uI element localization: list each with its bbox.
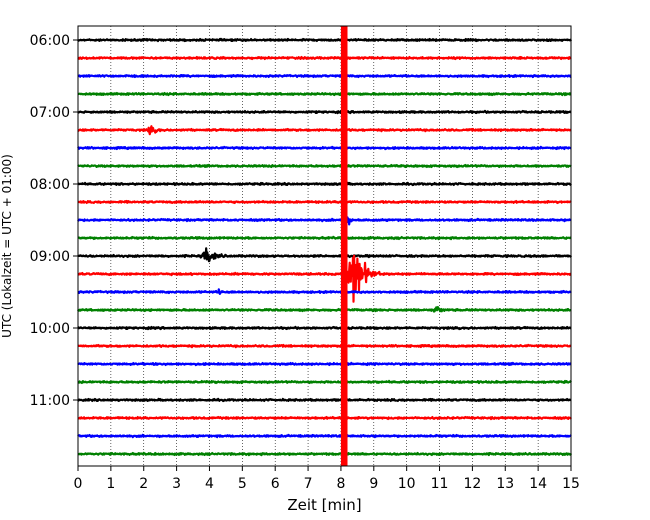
y-tick-label: 08:00 <box>30 177 70 193</box>
x-tick-label: 12 <box>463 476 481 492</box>
seismic-trace-1045 <box>77 379 572 385</box>
seismic-trace-0600 <box>77 37 572 43</box>
seismic-trace-1015 <box>77 343 572 349</box>
y-tick-label: 07:00 <box>30 105 70 121</box>
x-tick-label: 3 <box>172 476 181 492</box>
seismic-trace-0900 <box>77 247 572 263</box>
seismic-trace-0945 <box>77 305 572 313</box>
seismic-trace-0630 <box>77 73 572 79</box>
seismic-trace-1000 <box>77 325 572 331</box>
x-tick-label: 5 <box>238 476 247 492</box>
plot-frame <box>77 25 572 467</box>
x-tick-label: 15 <box>562 476 580 492</box>
trace-group <box>77 37 573 457</box>
x-tick-label: 4 <box>205 476 214 492</box>
seismic-trace-0845 <box>77 235 572 241</box>
x-axis-title: Zeit [min] <box>287 496 361 514</box>
seismic-trace-1130 <box>77 433 572 439</box>
y-axis: 06:00 07:00 08:00 09:00 10:00 11:00 <box>30 33 78 409</box>
x-tick-label: 14 <box>529 476 547 492</box>
seismic-trace-0615 <box>77 55 572 61</box>
seismic-trace-0700 <box>77 109 572 115</box>
seismic-trace-0745 <box>77 163 572 169</box>
y-axis-title: UTC (Lokalzeit = UTC + 01:00) <box>0 154 14 338</box>
seismic-trace-1100 <box>77 397 572 403</box>
plot-background <box>78 26 571 466</box>
x-tick-label: 2 <box>139 476 148 492</box>
x-tick-label: 1 <box>106 476 115 492</box>
seismic-trace-1115 <box>77 415 572 421</box>
seismic-trace-0645 <box>77 91 572 97</box>
x-tick-label: 10 <box>398 476 416 492</box>
overlay-band <box>340 26 348 466</box>
seismic-trace-0930 <box>77 288 572 295</box>
y-tick-label: 11:00 <box>30 393 70 409</box>
event-overlay <box>340 26 348 466</box>
x-tick-label: 13 <box>496 476 514 492</box>
x-tick-label: 6 <box>271 476 280 492</box>
x-tick-label: 7 <box>304 476 313 492</box>
seismic-trace-0800 <box>77 181 572 187</box>
seismic-trace-0830 <box>77 216 572 226</box>
seismic-trace-0730 <box>77 145 572 151</box>
y-tick-label: 10:00 <box>30 321 70 337</box>
seismic-trace-1145 <box>77 451 573 457</box>
seismic-trace-0815 <box>77 199 572 205</box>
x-tick-label: 0 <box>74 476 83 492</box>
seismic-trace-0915 <box>77 254 572 303</box>
y-tick-label: 06:00 <box>30 33 70 49</box>
y-tick-label: 09:00 <box>30 249 70 265</box>
x-tick-label: 8 <box>336 476 345 492</box>
x-axis: 0 1 2 3 4 5 6 7 8 9 10 11 12 13 14 15 <box>74 466 580 492</box>
seismic-trace-1030 <box>77 361 572 367</box>
x-tick-label: 9 <box>369 476 378 492</box>
x-tick-label: 11 <box>431 476 449 492</box>
seismic-trace-0715 <box>77 125 572 136</box>
